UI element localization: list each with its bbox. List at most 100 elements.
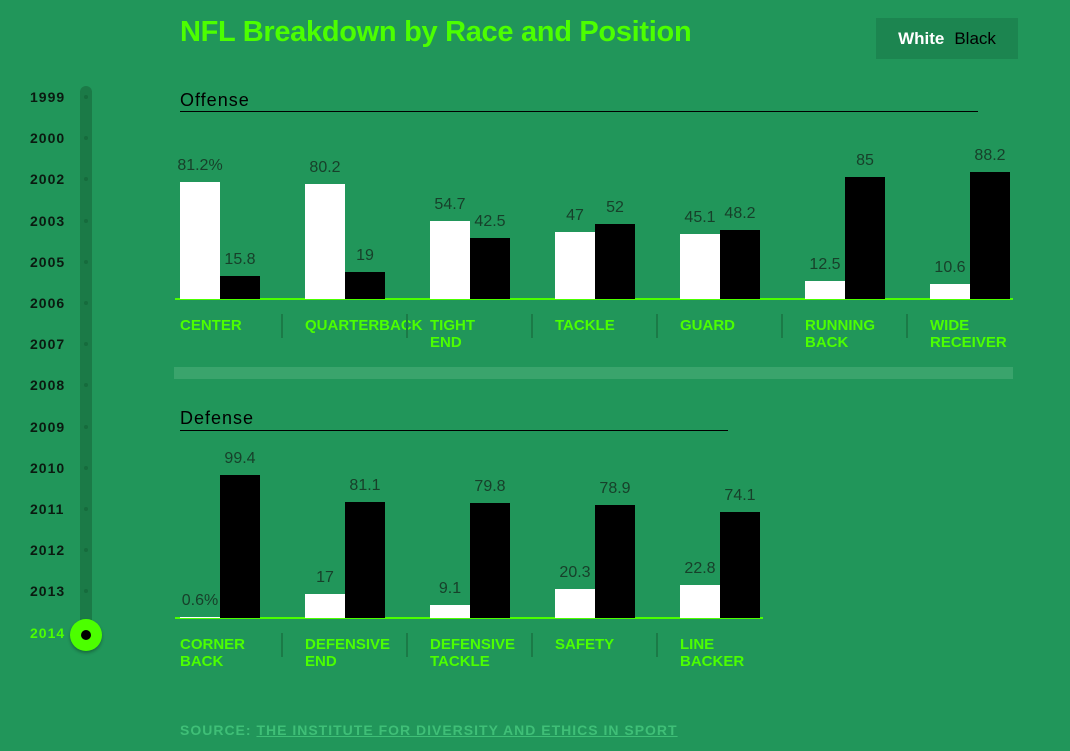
black-bar: [845, 177, 885, 299]
year-option[interactable]: 2013: [30, 583, 66, 600]
white-bar: [180, 182, 220, 299]
legend-black[interactable]: Black: [954, 28, 996, 48]
year-option[interactable]: 1999: [30, 89, 66, 105]
category-label-line: CORNER: [180, 636, 246, 653]
category-label: DEFENSIVE END: [305, 636, 405, 670]
year-tick: [84, 424, 88, 429]
defense-baseline: [175, 617, 763, 619]
category-label-line: BACK: [180, 653, 224, 670]
white-bar: [680, 585, 720, 618]
category-label-line: END: [305, 653, 337, 670]
black-value-label: 81.1: [349, 476, 381, 494]
source-note: SOURCE: THE INSTITUTE FOR DIVERSITY AND …: [180, 722, 678, 738]
category-label: TACKLE: [555, 317, 655, 334]
source-prefix: SOURCE:: [180, 722, 252, 738]
source-link[interactable]: THE INSTITUTE FOR DIVERSITY AND ETHICS I…: [256, 722, 678, 738]
year-tick: [84, 95, 88, 99]
white-value-label: 0.6%: [181, 592, 219, 610]
white-bar: [555, 588, 595, 618]
category-separator: [906, 314, 908, 338]
category-separator: [281, 314, 283, 338]
white-value-label: 9.1: [438, 579, 462, 597]
category-label-line: DEFENSIVE: [305, 636, 391, 653]
year-option[interactable]: 2002: [30, 171, 66, 188]
white-value-label: 47: [566, 206, 584, 224]
category-label-line: TIGHT: [430, 317, 475, 334]
category-separator: [781, 314, 783, 338]
year-option[interactable]: 2006: [30, 295, 66, 311]
year-option[interactable]: 2008: [30, 377, 66, 394]
category-label-line: WIDE: [930, 317, 970, 334]
black-bar: [970, 172, 1010, 299]
category-label: TIGHT END: [430, 317, 530, 351]
year-slider-track[interactable]: [80, 86, 92, 634]
white-value-label: 12.5: [809, 256, 841, 274]
year-option[interactable]: 2012: [30, 542, 66, 559]
category-separator: [531, 314, 533, 338]
category-separator: [531, 633, 533, 657]
category-label: GUARD: [680, 317, 780, 334]
year-option[interactable]: 2009: [30, 418, 66, 435]
black-value-label: 74.1: [724, 486, 756, 504]
year-option[interactable]: 2003: [30, 212, 66, 229]
category-separator: [281, 633, 283, 657]
black-bar: [595, 504, 635, 618]
white-value-label: 45.1: [684, 209, 716, 227]
offense-baseline: [175, 298, 1013, 300]
year-tick: [84, 218, 88, 223]
white-value-label: 80.2: [309, 158, 341, 176]
year-tick: [84, 548, 88, 553]
defense-heading: Defense: [180, 408, 255, 428]
year-slider-handle[interactable]: [70, 619, 102, 651]
category-label-line: BACK: [805, 334, 849, 351]
year-tick: [84, 136, 88, 141]
white-bar: [180, 617, 220, 618]
year-option[interactable]: 2005: [30, 253, 66, 270]
white-bar: [805, 281, 845, 299]
offense-heading: Offense: [180, 90, 250, 110]
category-separator: [406, 633, 408, 657]
black-bar: [220, 276, 260, 299]
category-label-line: DEFENSIVE: [430, 636, 516, 653]
year-option[interactable]: 2007: [30, 336, 66, 353]
legend-white[interactable]: White: [898, 28, 945, 48]
category-label: CORNER BACK: [180, 636, 280, 670]
black-value-label: 42.5: [474, 213, 506, 230]
category-label-line: CENTER: [180, 317, 242, 334]
black-value-label: 79.8: [474, 478, 506, 496]
black-value-label: 52: [606, 199, 624, 217]
year-option[interactable]: 2014: [30, 624, 66, 641]
category-separator: [656, 633, 658, 657]
legend: White Black: [876, 18, 1018, 59]
category-label-line: TACKLE: [555, 317, 615, 334]
year-option[interactable]: 2000: [30, 130, 66, 147]
year-tick: [84, 342, 88, 347]
black-bar: [595, 224, 635, 299]
section-divider: [174, 367, 1013, 379]
black-bar: [470, 238, 510, 299]
year-tick: [84, 507, 88, 511]
black-value-label: 78.9: [599, 479, 631, 497]
white-bar: [305, 593, 345, 618]
category-label: CENTER: [180, 317, 280, 334]
white-bar: [430, 220, 470, 299]
white-value-label: 54.7: [434, 195, 466, 213]
black-value-label: 99.4: [224, 450, 256, 468]
year-option[interactable]: 2010: [30, 459, 66, 476]
black-bar: [720, 229, 760, 299]
white-value-label: 20.3: [559, 563, 591, 581]
year-option[interactable]: 2011: [30, 501, 65, 517]
year-tick: [84, 177, 88, 182]
white-value-label: 81.2%: [177, 157, 223, 175]
category-label: QUARTERBACK: [305, 317, 423, 334]
category-separator: [406, 314, 408, 338]
white-bar: [680, 234, 720, 299]
offense-heading-rule: [180, 111, 978, 112]
white-value-label: 17: [316, 568, 334, 586]
category-label: LINE BACKER: [680, 636, 780, 670]
category-label: WIDE RECEIVER: [930, 317, 1030, 351]
year-tick: [84, 259, 88, 264]
black-bar: [470, 503, 510, 618]
category-label: SAFETY: [555, 636, 655, 653]
